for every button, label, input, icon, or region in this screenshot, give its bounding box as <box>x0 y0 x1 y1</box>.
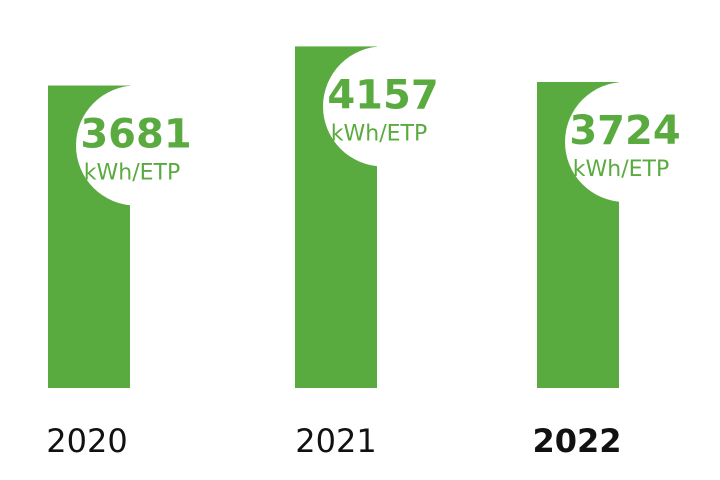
unit-label-2022: kWh/ETP <box>573 157 669 182</box>
year-label-2021: 2021 <box>295 422 376 460</box>
unit-label-2021: kWh/ETP <box>331 121 427 146</box>
bars-group <box>48 46 619 388</box>
bar-2020 <box>48 85 130 388</box>
year-label-2020: 2020 <box>46 422 127 460</box>
value-label-2020: 3681 <box>80 112 191 158</box>
bar-2022 <box>537 81 619 388</box>
labels-group: 3681 kWh/ETP 2020 4157 kWh/ETP 2021 3724 kWh/ET… <box>46 72 680 460</box>
unit-label-2020: kWh/ETP <box>84 161 180 186</box>
year-label-2022: 2022 <box>532 422 621 460</box>
value-label-2021: 4157 <box>327 72 438 118</box>
value-label-2022: 3724 <box>569 108 680 154</box>
bar-2021 <box>295 46 377 388</box>
